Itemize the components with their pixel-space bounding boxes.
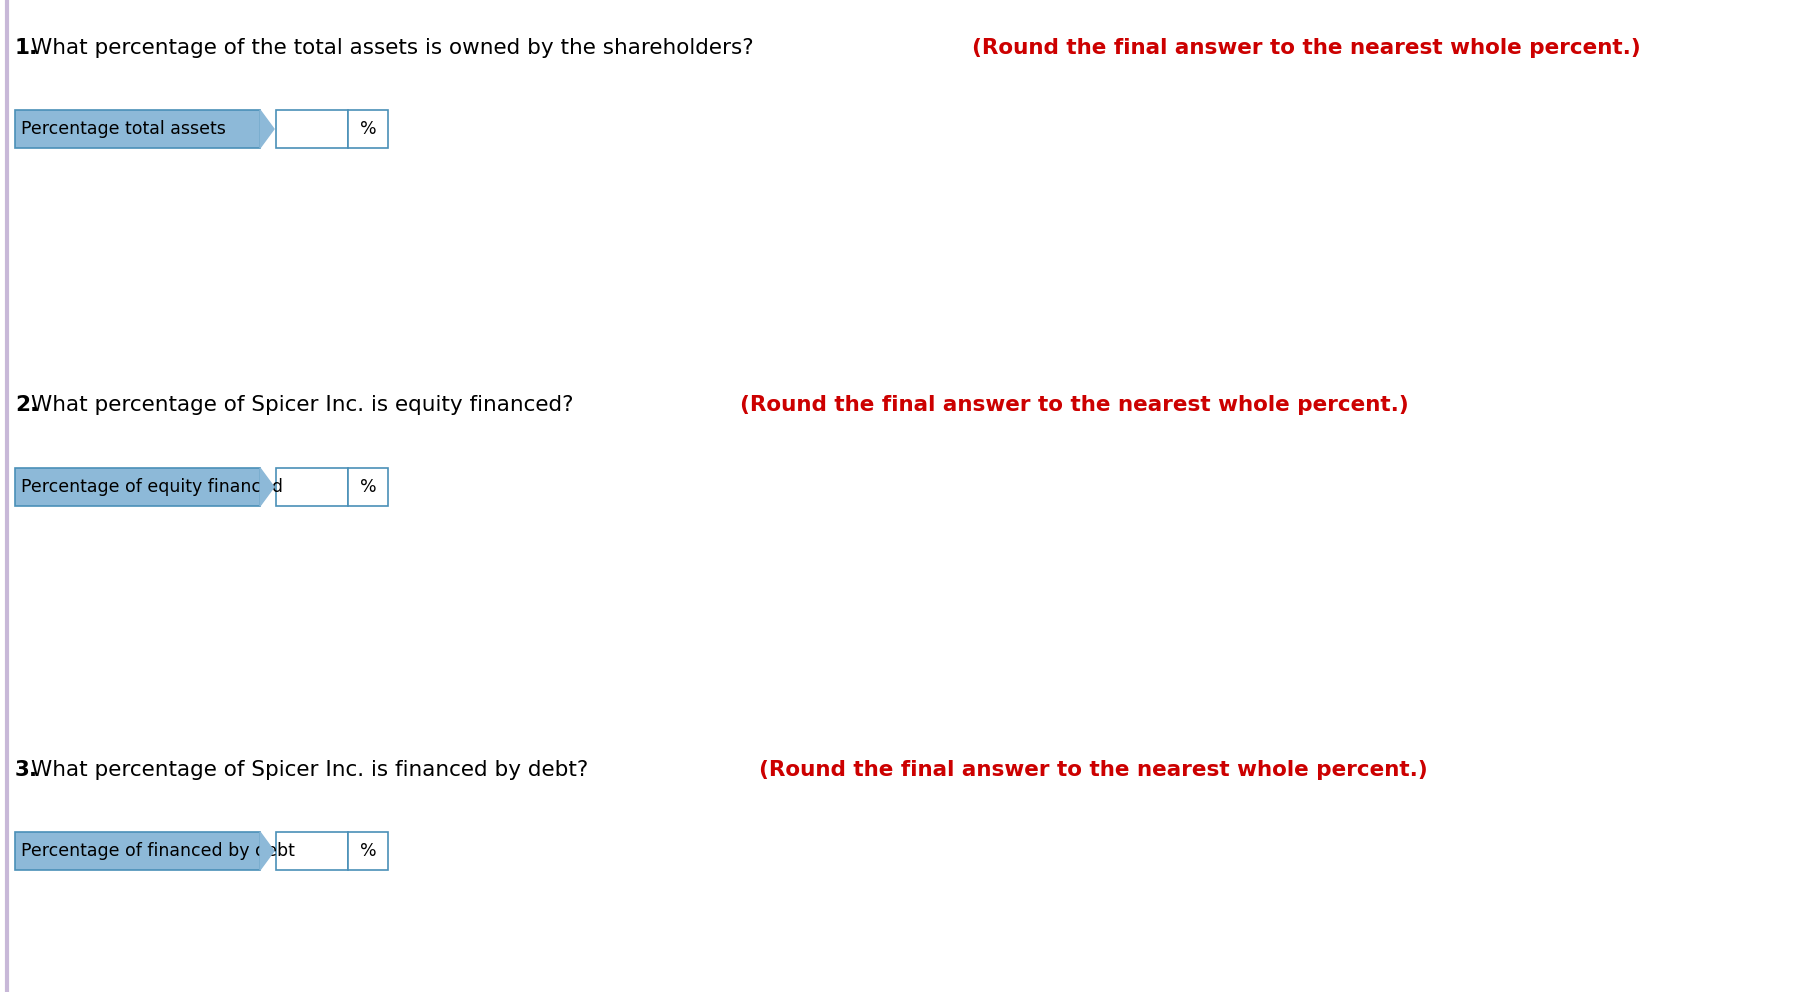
Text: %: % (359, 120, 377, 138)
Bar (14, 832, 260, 870)
Text: Percentage of financed by debt: Percentage of financed by debt (22, 842, 294, 860)
Bar (348, 468, 388, 506)
Bar (276, 468, 348, 506)
Text: %: % (359, 842, 377, 860)
Bar (348, 832, 388, 870)
Text: (Round the final answer to the nearest whole percent.): (Round the final answer to the nearest w… (759, 760, 1428, 780)
Polygon shape (260, 110, 274, 148)
Text: 2.: 2. (14, 395, 38, 415)
Polygon shape (260, 832, 274, 870)
Text: Percentage total assets: Percentage total assets (22, 120, 226, 138)
Bar (14, 110, 260, 148)
Text: %: % (359, 478, 377, 496)
Text: What percentage of the total assets is owned by the shareholders?: What percentage of the total assets is o… (30, 38, 761, 58)
Text: 3.: 3. (14, 760, 38, 780)
Text: What percentage of Spicer Inc. is financed by debt?: What percentage of Spicer Inc. is financ… (30, 760, 596, 780)
Polygon shape (260, 468, 274, 506)
Bar (14, 468, 260, 506)
Text: Percentage of equity financed: Percentage of equity financed (22, 478, 283, 496)
Text: 1.: 1. (14, 38, 38, 58)
Bar (276, 832, 348, 870)
Bar (276, 110, 348, 148)
Text: What percentage of Spicer Inc. is equity financed?: What percentage of Spicer Inc. is equity… (30, 395, 581, 415)
Bar (348, 110, 388, 148)
Text: (Round the final answer to the nearest whole percent.): (Round the final answer to the nearest w… (972, 38, 1642, 58)
Text: (Round the final answer to the nearest whole percent.): (Round the final answer to the nearest w… (739, 395, 1408, 415)
